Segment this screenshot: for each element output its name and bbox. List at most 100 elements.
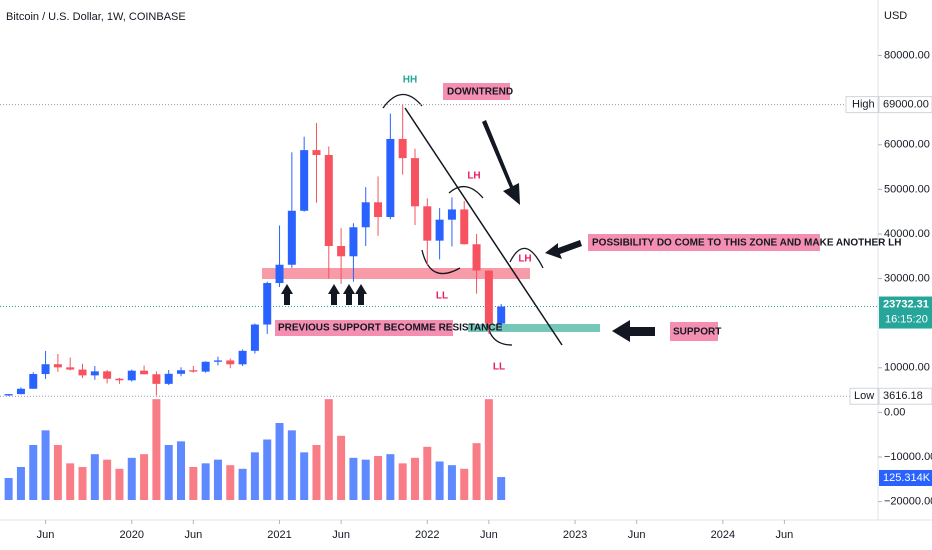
high-value-tag [878,96,932,114]
volume-bar [16,467,25,500]
currency-label: USD [884,10,907,22]
volume-bar [177,441,186,500]
x-tick-label: 2024 [711,529,735,541]
candle-body [115,378,124,381]
volume-bar [324,399,333,500]
y-tick-label: 0.00 [884,406,905,418]
arc [509,247,544,269]
high-value: 69000.00 [883,99,929,111]
volume-bar [435,461,444,500]
candle-body [250,324,259,351]
volume-bar [300,452,309,500]
candle-body [275,264,284,284]
x-tick-label: Jun [332,529,350,541]
annotation: LL [493,362,505,373]
volume-bar [386,454,395,500]
candle-body [238,350,247,365]
arc [382,93,423,109]
candle-body [423,206,432,241]
high-tag-label: High [852,99,875,111]
low-tag [849,387,879,405]
volume-bar [41,430,50,500]
annotation: POSSIBILITY DO COME TO THIS ZONE AND MAK… [592,238,901,249]
x-tick-label: Jun [37,529,55,541]
x-tick-label: Jun [184,529,202,541]
candle-body [41,364,50,375]
candle-body [337,246,346,257]
annotation: SUPPORT [673,327,721,338]
y-tick-label: −10000.00 [884,451,932,463]
annotation: HH [403,75,417,86]
candle-body [226,360,235,365]
candle-body [4,394,13,396]
volume-bar [447,465,456,500]
candle-body [300,150,309,211]
volume-bar [484,399,493,500]
arc [421,249,461,275]
volume-bar [361,459,370,500]
label-box [670,322,718,341]
x-tick-label: 2020 [120,529,144,541]
volume-bar [140,454,149,500]
y-tick-label: 60000.00 [884,139,930,151]
y-tick-label: 40000.00 [884,228,930,240]
resistance-zone [262,268,530,279]
y-tick-label: 30000.00 [884,272,930,284]
candle-body [90,371,99,376]
x-tick-label: 2023 [563,529,587,541]
arrow [612,320,655,342]
annotation: LH [518,254,531,265]
volume-tag [879,470,932,486]
x-tick-label: 2022 [415,529,439,541]
y-tick-label: −20000.00 [884,496,932,508]
annotation: LL [436,291,448,302]
candle-body [140,370,149,375]
x-tick-label: Jun [776,529,794,541]
countdown: 16:15:20 [885,313,928,325]
candle-body [484,270,493,324]
low-value-tag [878,387,932,405]
volume-bar [78,467,87,500]
candle-body [460,209,469,245]
low-value: 3616.18 [883,390,923,402]
volume-bar [4,478,13,500]
annotation: LH [467,171,480,182]
support-zone [468,324,600,332]
candle-body [201,361,210,372]
volume-bar [497,477,506,500]
candle-body [447,209,456,220]
volume-bar [423,446,432,500]
candle-body [435,219,444,241]
volume-bar [90,454,99,500]
y-tick-label: 50000.00 [884,183,930,195]
arrow [281,284,293,305]
candle-body [312,150,321,156]
candle-body [497,306,506,324]
volume-bar [201,463,210,500]
volume-bar [374,456,383,500]
high-tag [845,96,879,114]
volume-bar [472,443,481,500]
volume-bar [103,459,112,500]
candle-body [177,370,186,374]
x-tick-label: Jun [480,529,498,541]
candle-body [164,373,173,384]
candle-body [386,138,395,218]
y-tick-label: 80000.00 [884,49,930,61]
annotation: DOWNTREND [447,87,513,98]
volume-bar [226,465,235,500]
arrow [355,284,367,305]
volume-bar [275,423,284,500]
candle-body [324,155,333,247]
candle-body [29,374,38,389]
volume-bar [312,445,321,500]
candle-body [103,371,112,379]
volume-bar [263,439,272,500]
volume-bar [53,445,62,500]
candle-body [213,360,222,362]
volume-value: 125.314K [883,472,931,484]
candle-body [152,374,161,384]
volume-bar [164,445,173,500]
candle-body [472,244,481,271]
